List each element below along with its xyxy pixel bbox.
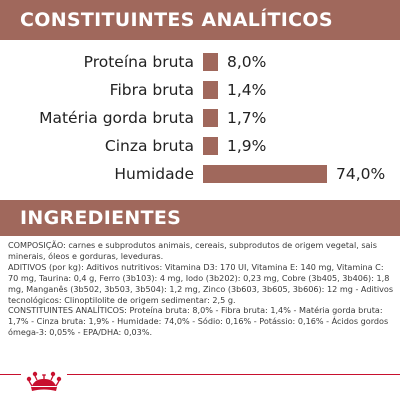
- row-bar: [203, 81, 218, 99]
- analytic-row-protein: Proteína bruta 8,0%: [0, 48, 400, 76]
- composition-text: COMPOSIÇÃO: carnes e subprodutos animais…: [8, 240, 377, 261]
- row-label: Humidade: [114, 165, 194, 183]
- row-value: 1,4%: [227, 81, 267, 99]
- row-label: Proteína bruta: [83, 53, 194, 71]
- analytic-title: CONSTITUINTES ANALÍTICOS: [20, 9, 333, 31]
- row-bar: [203, 165, 327, 183]
- additives-text: ADITIVOS (por kg): Aditivos nutritivos: …: [8, 261, 394, 305]
- row-value: 1,9%: [227, 137, 267, 155]
- royal-canin-crown-icon: [21, 370, 67, 398]
- row-value: 1,7%: [227, 109, 267, 127]
- row-bar: [203, 109, 218, 127]
- analytic-header: CONSTITUINTES ANALÍTICOS: [0, 0, 400, 40]
- row-label: Matéria gorda bruta: [39, 109, 194, 127]
- row-label: Cinza bruta: [104, 137, 194, 155]
- constituents-text: CONSTITUINTES ANALÍTICOS: Proteína bruta…: [8, 305, 389, 338]
- ingredients-body: COMPOSIÇÃO: carnes e subprodutos animais…: [8, 240, 394, 338]
- row-bar: [203, 53, 218, 71]
- analytic-row-fat: Matéria gorda bruta 1,7%: [0, 104, 400, 132]
- ingredients-header: INGREDIENTES: [0, 200, 400, 236]
- row-value: 74,0%: [336, 165, 386, 183]
- accent-divider: [0, 374, 400, 375]
- analytic-row-moisture: Humidade 74,0%: [0, 160, 400, 188]
- row-label: Fibra bruta: [109, 81, 194, 99]
- ingredients-title: INGREDIENTES: [20, 207, 182, 229]
- analytic-row-fiber: Fibra bruta 1,4%: [0, 76, 400, 104]
- row-bar: [203, 137, 218, 155]
- row-value: 8,0%: [227, 53, 267, 71]
- analytic-row-ash: Cinza bruta 1,9%: [0, 132, 400, 160]
